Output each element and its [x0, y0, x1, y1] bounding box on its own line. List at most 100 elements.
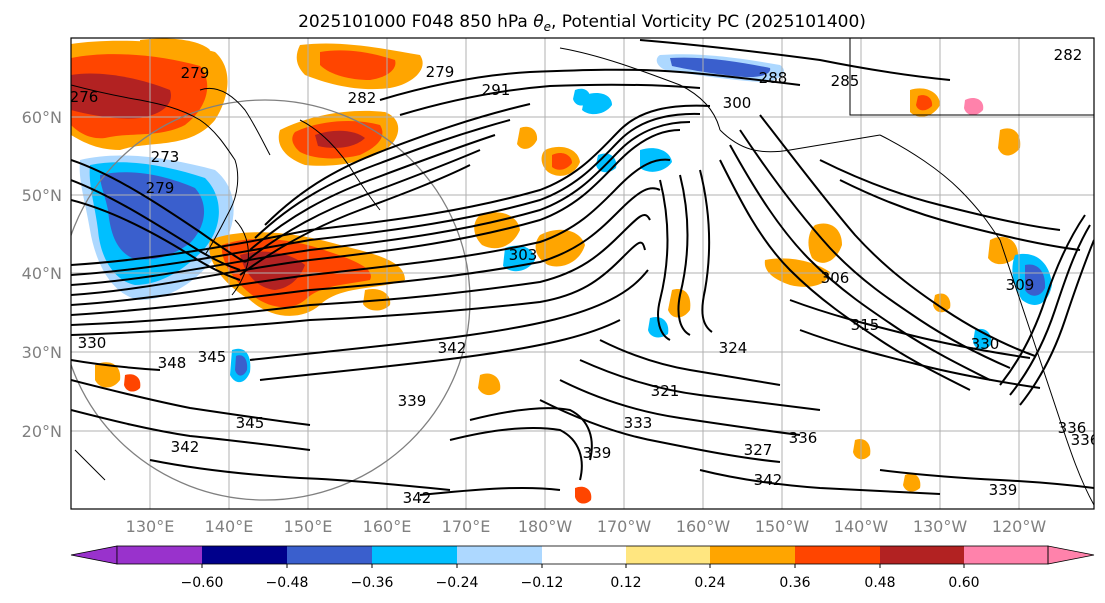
pv-anomaly-center-4: [517, 126, 538, 149]
lon-label: 150°W: [755, 517, 810, 536]
graticule: [71, 38, 1094, 509]
contour-label: 342: [403, 489, 432, 507]
contour-label: 279: [426, 63, 455, 81]
contour-label: 288: [759, 69, 788, 87]
pv-anomaly-north-central-peak: [315, 130, 365, 148]
colorbar-swatch: [710, 546, 795, 564]
pv-anomaly-top-left: [140, 38, 210, 60]
colorbar-tick-label: −0.36: [351, 575, 394, 591]
contour-label: 339: [398, 392, 427, 410]
colorbar-tick-label: 0.48: [864, 575, 895, 591]
contour-label: 342: [438, 339, 467, 357]
figure-title: 2025101000 F048 850 hPa θe, Potential Vo…: [298, 12, 866, 34]
lon-label: 130°W: [913, 517, 968, 536]
contour-label: 324: [719, 339, 748, 357]
lat-label: 60°N: [22, 108, 62, 127]
lat-label: 50°N: [22, 186, 62, 205]
contour-label: 342: [754, 471, 783, 489]
contour-label: 273: [151, 148, 180, 166]
contour-label: 306: [821, 269, 850, 287]
colorbar-swatch: [202, 546, 287, 564]
colorbar-tick-label: −0.12: [521, 575, 564, 591]
contour-label: 330: [971, 335, 1000, 353]
lat-label: 30°N: [22, 343, 62, 362]
lon-label: 170°W: [597, 517, 652, 536]
colorbar-swatch: [457, 546, 542, 564]
pv-anomaly-far-ne: [964, 98, 984, 116]
reference-circle: [71, 99, 471, 501]
pv-anomaly-northeast-core: [916, 95, 933, 111]
contour-label: 279: [181, 64, 210, 82]
pv-anomaly-1000-orange: [998, 128, 1021, 156]
contour-label: 291: [482, 81, 511, 99]
contour-label: 339: [583, 444, 612, 462]
lon-label: 150°E: [284, 517, 333, 536]
pv-anomaly-top-small-core: [320, 50, 396, 80]
contour-label: 336: [789, 429, 818, 447]
longitude-labels: 130°E 140°E 150°E 160°E 170°E 180°W 170°…: [126, 517, 1047, 536]
colorbar-extend-high: [1047, 545, 1095, 565]
colorbar-ticks: [201, 564, 965, 568]
contour-labels: 276 279 273 279 282 279 291 288 285 282 …: [70, 46, 1100, 507]
lon-label: 160°W: [676, 517, 731, 536]
colorbar-swatch: [117, 546, 202, 564]
lon-label: 130°E: [126, 517, 175, 536]
lat-label: 20°N: [22, 422, 62, 441]
contour-label: 336: [1071, 431, 1100, 449]
colorbar-extend-low: [70, 545, 118, 565]
lon-label: 140°E: [205, 517, 254, 536]
pv-anomaly-blue-west-north: [573, 88, 591, 106]
lon-label: 180°W: [518, 517, 573, 536]
theta-e-contours: [71, 39, 1094, 496]
map-panel: 276 279 273 279 282 279 291 288 285 282 …: [70, 37, 1100, 510]
contour-label: 279: [146, 179, 175, 197]
coastlines: [71, 38, 1094, 506]
contour-label: 348: [158, 354, 187, 372]
contour-label: 342: [171, 438, 200, 456]
colorbar-swatch: [372, 546, 457, 564]
contour-label: 276: [70, 88, 99, 106]
contour-label: 282: [1054, 46, 1083, 64]
lon-label: 140°W: [834, 517, 889, 536]
map-frame: [70, 37, 1095, 510]
contour-label: 303: [509, 246, 538, 264]
lon-label: 120°W: [992, 517, 1047, 536]
colorbar-swatch: [964, 546, 1048, 564]
pv-anomaly-orange-east-south-2: [903, 473, 921, 492]
colorbar-tick-label: 0.12: [610, 575, 641, 591]
contour-label: 282: [348, 89, 377, 107]
colorbar-swatch: [795, 546, 880, 564]
pv-anomaly-orange-east-mid: [933, 293, 951, 313]
contour-label: 300: [723, 94, 752, 112]
contour-label: 330: [78, 334, 107, 352]
contour-label: 339: [989, 481, 1018, 499]
colorbar-tick-label: 0.24: [694, 575, 725, 591]
contour-label: 285: [831, 72, 860, 90]
colorbar-tick-label: −0.24: [436, 575, 479, 591]
contour-label: 336: [1058, 419, 1087, 437]
colorbar-swatch: [287, 546, 372, 564]
colorbar-swatch: [626, 546, 710, 564]
pv-anomaly-orange-far-south: [575, 486, 592, 504]
colorbar-swatch: [880, 546, 964, 564]
contour-label: 345: [236, 414, 265, 432]
colorbar-tick-label: −0.48: [266, 575, 309, 591]
pv-anomaly-40n-west-peak: [240, 251, 305, 290]
pv-anomaly-south-orange-2: [124, 374, 141, 392]
contour-label: 315: [851, 316, 880, 334]
pv-anomaly-mid-north-core: [552, 152, 572, 170]
pv-anomaly-orange-east-south: [853, 438, 871, 460]
pv-anomaly-northwest-peak: [71, 73, 171, 119]
pv-anomaly-south-japan-core: [235, 355, 248, 376]
pv-anomaly-east-blue-core: [1025, 264, 1046, 296]
pv-anomaly-north-blue-core: [670, 57, 771, 78]
colorbar-tick-label: 0.60: [948, 575, 979, 591]
contour-label: 345: [198, 348, 227, 366]
pv-anomaly-south-orange: [95, 362, 121, 388]
lon-label: 160°E: [363, 517, 412, 536]
pv-anomaly-orange-left-south: [478, 373, 501, 396]
colorbar-frame: [116, 545, 1049, 565]
contour-label: 321: [651, 382, 680, 400]
contour-label: 333: [624, 414, 653, 432]
contour-label: 327: [744, 441, 773, 459]
